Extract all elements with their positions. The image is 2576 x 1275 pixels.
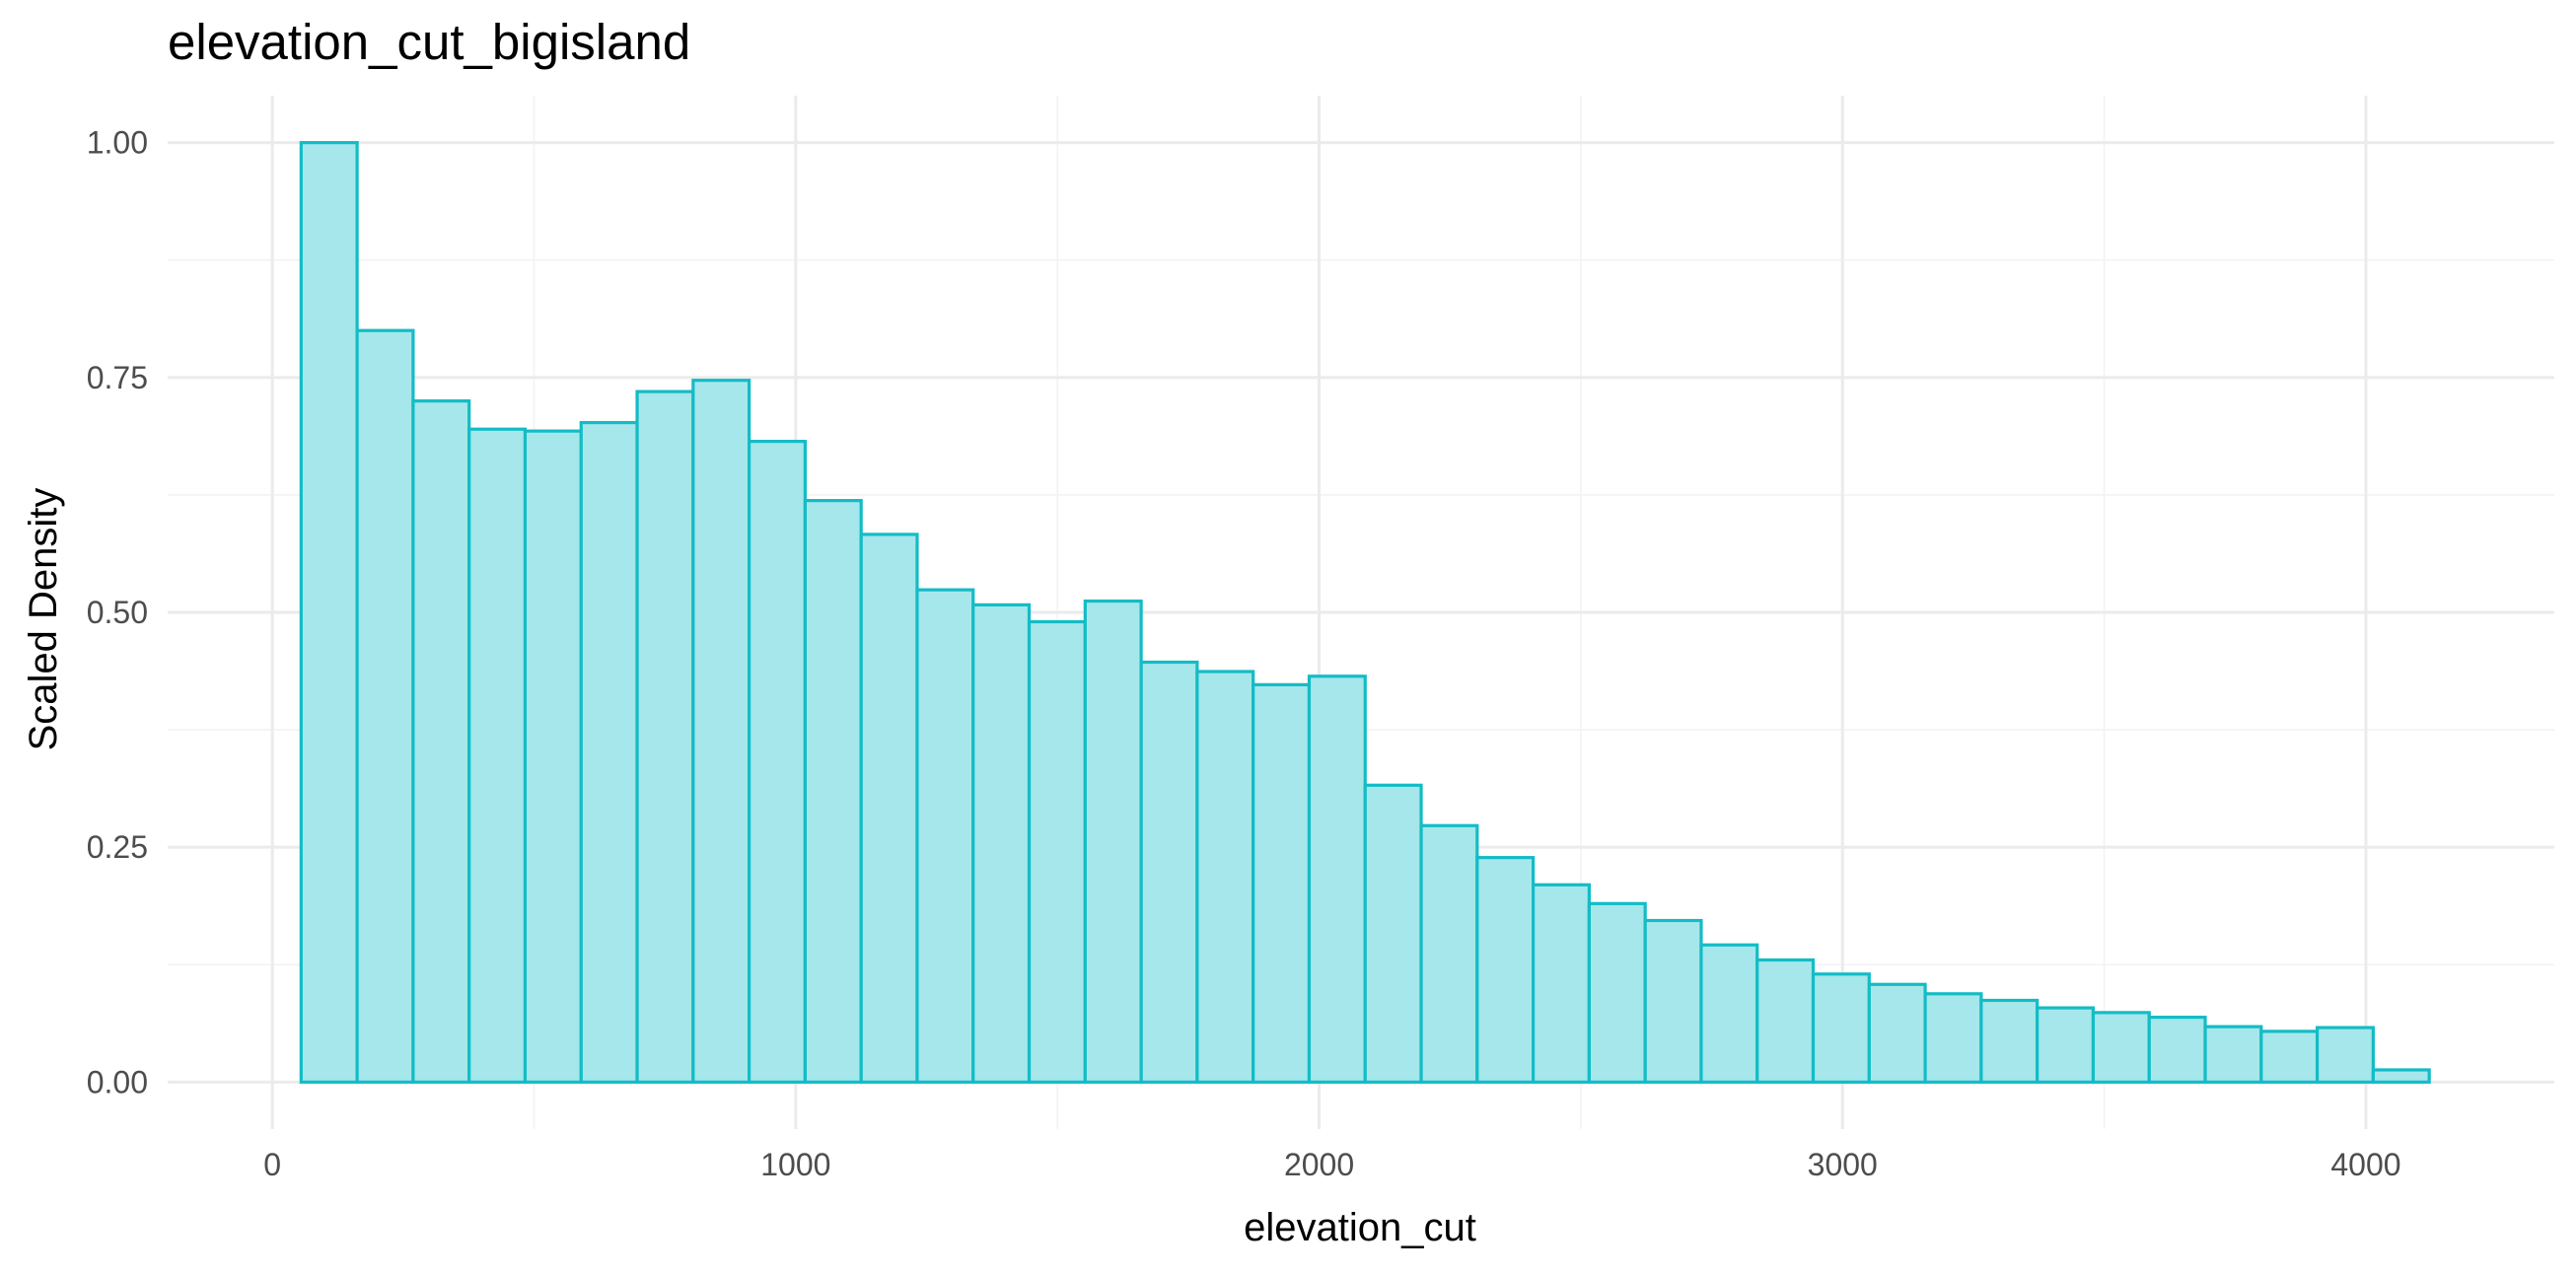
histogram-bars [299, 141, 2431, 1084]
histogram-bar-23 [1587, 901, 1647, 1084]
histogram-bar-12 [971, 602, 1032, 1084]
histogram-bar-29 [1923, 992, 1983, 1084]
histogram-bar-28 [1867, 982, 1927, 1084]
histogram-bar-1 [355, 328, 415, 1084]
x-axis-tick-labels: 0 1000 2000 3000 4000 [263, 1147, 2400, 1182]
histogram-bar-3 [467, 427, 528, 1084]
x-axis-title: elevation_cut [1244, 1206, 1476, 1249]
histogram-bar-4 [523, 429, 583, 1084]
histogram-bar-32 [2091, 1011, 2151, 1084]
histogram-bar-31 [2036, 1006, 2096, 1084]
histogram-bar-24 [1643, 918, 1703, 1084]
x-tick-label: 2000 [1284, 1147, 1354, 1182]
histogram-bar-10 [859, 532, 919, 1084]
histogram-bar-25 [1699, 943, 1759, 1084]
y-tick-label: 0.50 [87, 595, 148, 630]
x-tick-label: 4000 [2330, 1147, 2400, 1182]
histogram-bar-18 [1307, 674, 1367, 1084]
y-tick-label: 0.00 [87, 1064, 148, 1099]
histogram-bar-22 [1532, 883, 1591, 1084]
histogram-bar-9 [803, 499, 863, 1084]
histogram-bar-30 [1979, 998, 2039, 1084]
y-axis-tick-labels: 0.00 0.25 0.50 0.75 1.00 [87, 125, 148, 1100]
y-tick-label: 0.75 [87, 360, 148, 395]
histogram-bar-26 [1755, 957, 1816, 1084]
histogram-bar-21 [1475, 856, 1536, 1084]
histogram-bar-6 [635, 390, 695, 1084]
histogram-bar-16 [1195, 670, 1255, 1084]
y-tick-label: 0.25 [87, 829, 148, 865]
histogram-bar-20 [1419, 823, 1479, 1084]
x-tick-label: 1000 [760, 1147, 830, 1182]
histogram-bar-5 [579, 420, 639, 1084]
y-tick-label: 1.00 [87, 125, 148, 161]
histogram-bar-14 [1083, 599, 1143, 1084]
histogram-bar-17 [1252, 682, 1312, 1084]
histogram-bar-27 [1811, 972, 1871, 1084]
x-tick-label: 0 [263, 1147, 281, 1182]
histogram-bar-15 [1139, 660, 1199, 1084]
histogram-bar-0 [299, 141, 359, 1084]
histogram-bar-33 [2147, 1016, 2207, 1084]
histogram-bar-11 [915, 588, 975, 1084]
histogram-bar-2 [411, 399, 471, 1084]
histogram-bar-37 [2371, 1068, 2431, 1084]
chart-title: elevation_cut_bigisland [168, 14, 690, 70]
histogram-bar-35 [2259, 1029, 2320, 1084]
histogram-bar-34 [2203, 1025, 2263, 1084]
histogram-bar-7 [691, 379, 751, 1084]
histogram-bar-36 [2315, 1026, 2375, 1084]
histogram-bar-19 [1363, 783, 1423, 1084]
histogram-bar-13 [1027, 619, 1087, 1084]
x-tick-label: 3000 [1808, 1147, 1878, 1182]
histogram-bar-8 [748, 440, 807, 1084]
y-axis-title: Scaled Density [22, 488, 65, 751]
